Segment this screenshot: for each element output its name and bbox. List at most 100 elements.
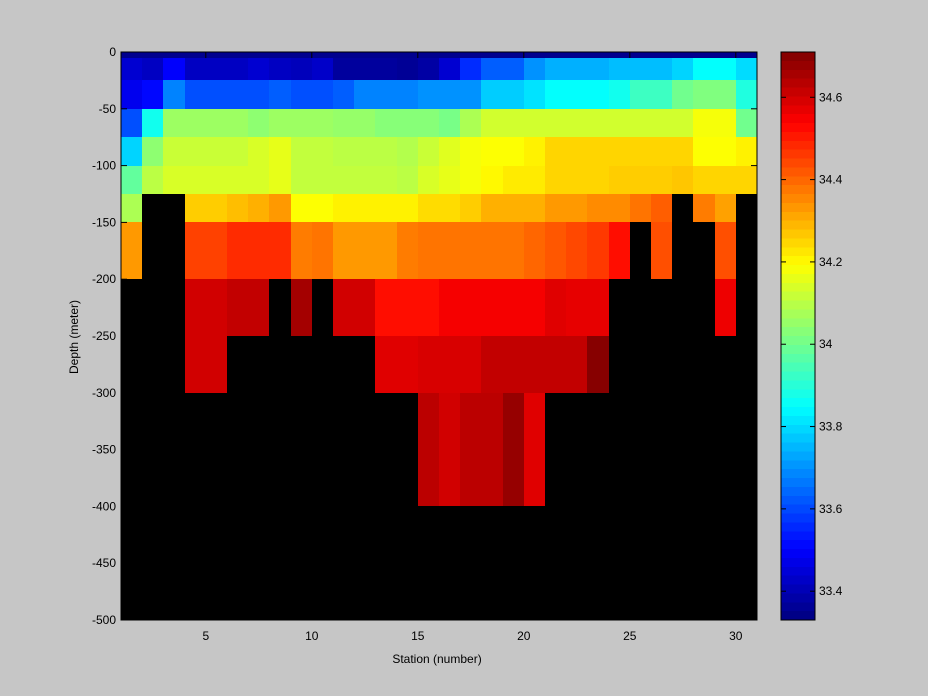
colorbar-segment — [781, 460, 815, 470]
colorbar-segment — [781, 522, 815, 532]
heatmap-cell — [206, 137, 227, 166]
heatmap-cell — [439, 166, 460, 194]
colorbar-segment — [781, 300, 815, 310]
heatmap-cell — [375, 109, 397, 137]
heatmap-cell — [566, 109, 587, 137]
heatmap-cell — [736, 58, 757, 80]
heatmap-cell — [630, 109, 651, 137]
heatmap-cell — [397, 137, 418, 166]
heatmap-cell — [651, 194, 672, 222]
heatmap-cell — [142, 58, 163, 80]
heatmap-cell — [206, 222, 227, 279]
heatmap-cell — [460, 58, 481, 80]
heatmap-cell — [693, 109, 715, 137]
heatmap-cell — [206, 336, 227, 393]
heatmap-cell — [545, 58, 566, 80]
heatmap-cell — [503, 137, 524, 166]
heatmap-cell — [587, 336, 609, 393]
heatmap-cell — [693, 80, 715, 109]
colorbar-segment — [781, 549, 815, 559]
heatmap-cell — [566, 194, 587, 222]
heatmap-cell — [248, 109, 269, 137]
y-tick-label: -150 — [92, 215, 116, 229]
y-tick-label: -250 — [92, 329, 116, 343]
colorbar-segment — [781, 229, 815, 239]
heatmap-cell — [248, 80, 269, 109]
heatmap-cell — [672, 166, 693, 194]
heatmap-cell — [439, 336, 460, 393]
colorbar-segment — [781, 273, 815, 284]
colorbar-segment — [781, 398, 815, 408]
colorbar-segment — [781, 211, 815, 222]
heatmap-cell — [524, 279, 545, 336]
heatmap-cell — [736, 166, 757, 194]
heatmap-cell — [333, 137, 354, 166]
colorbar-segment — [781, 557, 815, 568]
heatmap-cell — [651, 52, 672, 58]
heatmap-cell — [524, 194, 545, 222]
colorbar-segment — [781, 60, 815, 71]
colorbar-segment — [781, 611, 815, 621]
heatmap-cell — [566, 279, 587, 336]
heatmap-cell — [481, 109, 503, 137]
heatmap-cell — [460, 137, 481, 166]
colorbar-ticks: 33.4 33.6 33.8 34 34.2 34.4 34.6 — [781, 90, 843, 598]
heatmap-cell — [227, 166, 248, 194]
heatmap-cell — [248, 279, 269, 336]
heatmap-cell — [524, 80, 545, 109]
heatmap-cell — [121, 52, 142, 58]
heatmap-cell — [354, 109, 375, 137]
heatmap-cell — [354, 194, 375, 222]
heatmap-cell — [693, 52, 715, 58]
heatmap-cell — [566, 137, 587, 166]
y-tick-label: 0 — [109, 45, 116, 59]
heatmap-cell — [269, 80, 291, 109]
heatmap-cell — [269, 137, 291, 166]
heatmap-cell — [587, 80, 609, 109]
heatmap-cell — [185, 336, 206, 393]
heatmap-cell — [651, 222, 672, 279]
heatmap-cell — [397, 52, 418, 58]
heatmap-cell — [481, 222, 503, 279]
heatmap-cell — [545, 109, 566, 137]
colorbar-segment — [781, 114, 815, 124]
heatmap-cell — [291, 109, 312, 137]
y-axis-label: Depth (meter) — [67, 300, 81, 374]
heatmap-cell — [630, 58, 651, 80]
heatmap-cell — [121, 109, 142, 137]
heatmap-cell — [418, 279, 439, 336]
heatmap-cell — [481, 336, 503, 393]
heatmap-cell — [333, 222, 354, 279]
heatmap-cell — [609, 109, 630, 137]
heatmap-cell — [206, 194, 227, 222]
colorbar-segment — [781, 593, 815, 603]
colorbar-segment — [781, 247, 815, 257]
heatmap-cell — [418, 137, 439, 166]
heatmap-cell — [672, 52, 693, 58]
heatmap-cell — [312, 109, 333, 137]
heatmap-cell — [354, 58, 375, 80]
heatmap-cell — [121, 166, 142, 194]
colorbar-tick-label: 34.2 — [819, 255, 843, 269]
colorbar-segment — [781, 140, 815, 151]
colorbar-segment — [781, 291, 815, 302]
heatmap-cell — [185, 80, 206, 109]
heatmap-cell — [566, 336, 587, 393]
heatmap-cell — [227, 109, 248, 137]
heatmap-cell — [333, 58, 354, 80]
heatmap-cell — [587, 109, 609, 137]
heatmap-cell — [439, 52, 460, 58]
heatmap-cell — [609, 137, 630, 166]
colorbar-segment — [781, 353, 815, 364]
colorbar-segment — [781, 176, 815, 186]
x-axis-label: Station (number) — [392, 652, 481, 666]
heatmap-cell — [715, 279, 736, 336]
heatmap-cell — [524, 109, 545, 137]
heatmap-cell — [630, 137, 651, 166]
colorbar-segment — [781, 362, 815, 373]
heatmap-cell — [503, 336, 524, 393]
heatmap-cell — [418, 58, 439, 80]
colorbar-segment — [781, 131, 815, 142]
heatmap — [121, 52, 757, 620]
heatmap-cell — [587, 58, 609, 80]
